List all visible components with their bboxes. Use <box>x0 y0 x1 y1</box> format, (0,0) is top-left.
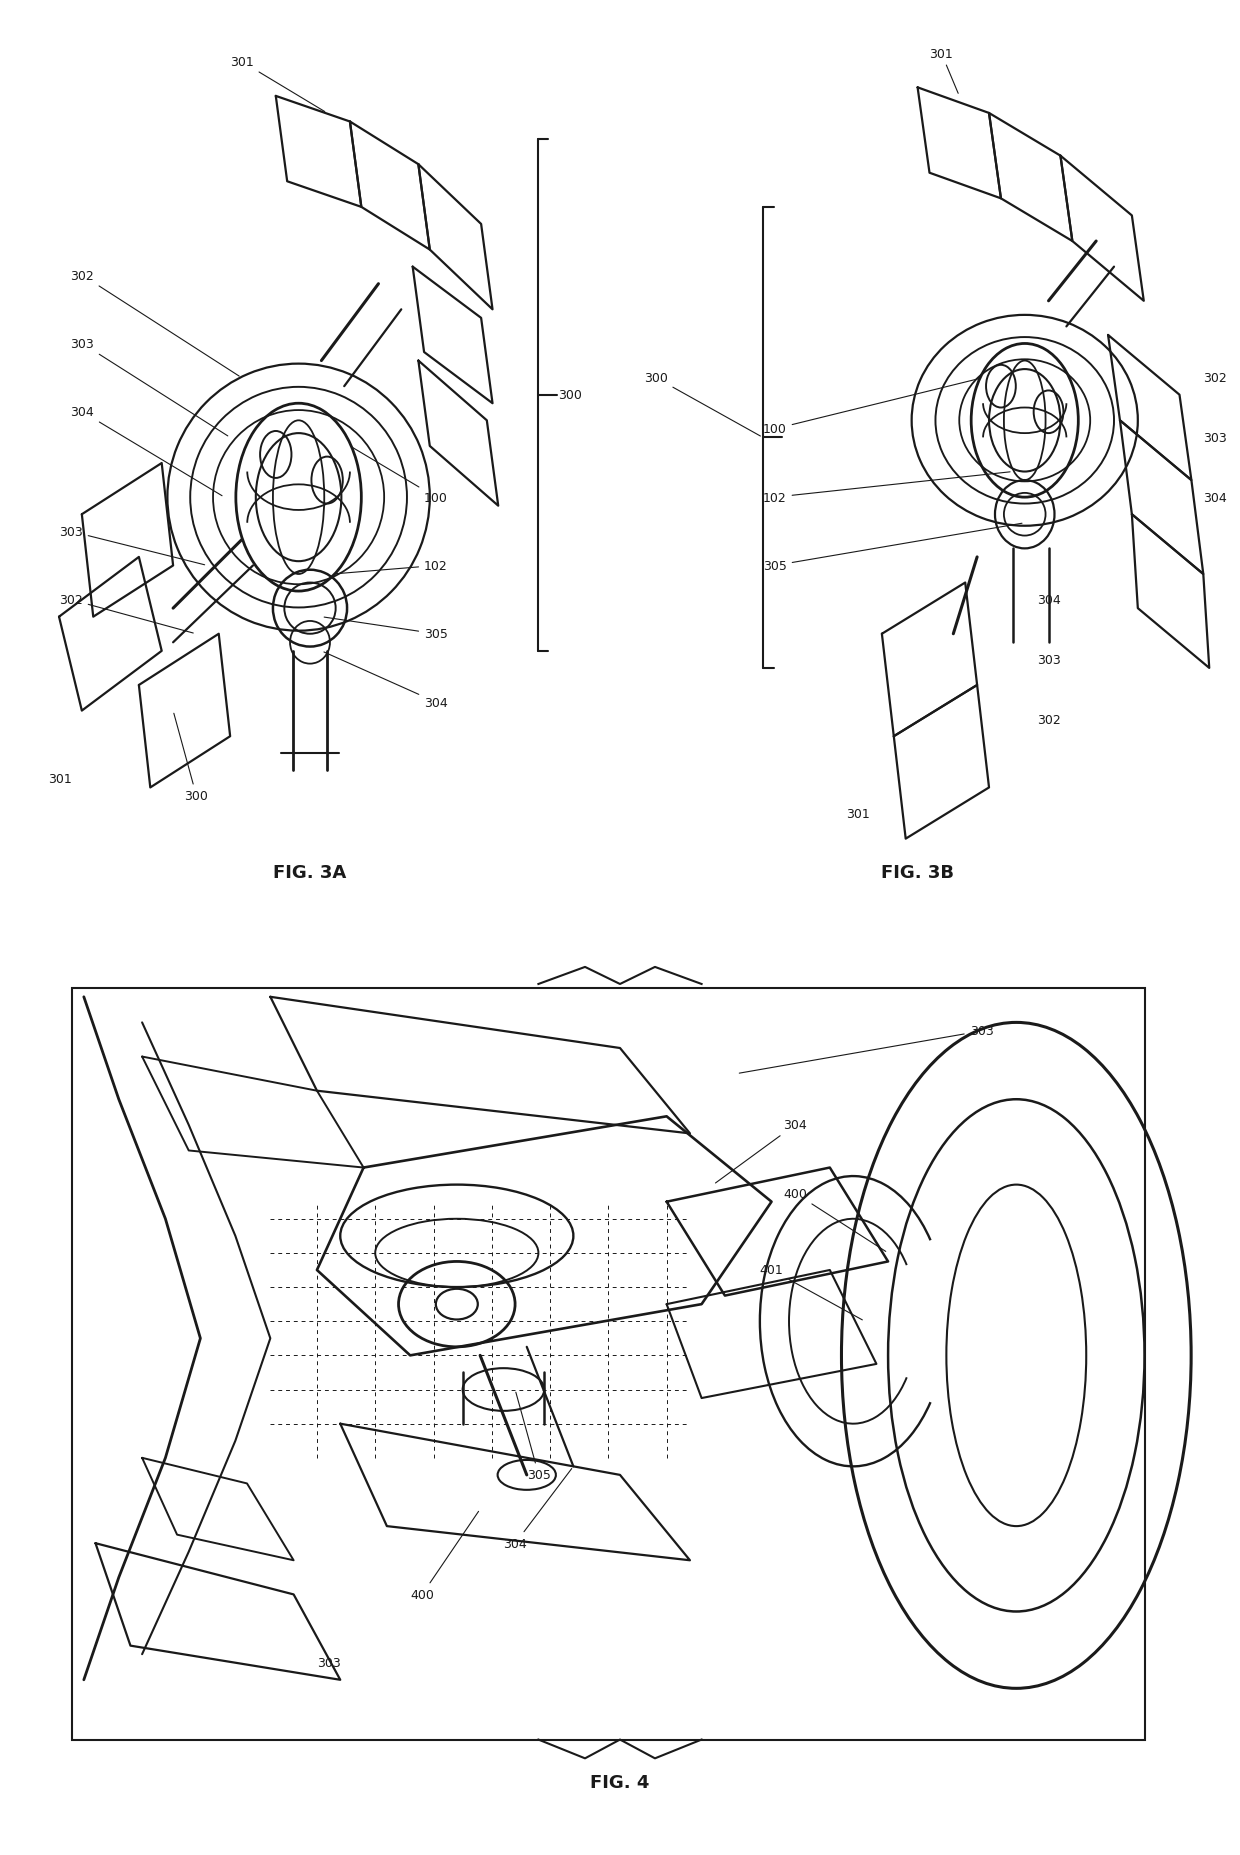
Text: 301: 301 <box>231 56 325 113</box>
Text: FIG. 4: FIG. 4 <box>590 1773 650 1790</box>
Text: 300: 300 <box>644 371 760 436</box>
Text: 303: 303 <box>1203 432 1228 445</box>
Text: 305: 305 <box>763 523 1022 573</box>
Bar <box>72 989 1145 1740</box>
Text: 305: 305 <box>516 1393 551 1482</box>
Text: 304: 304 <box>715 1119 807 1183</box>
Text: 302: 302 <box>71 269 239 377</box>
Text: 300: 300 <box>558 390 582 403</box>
Text: 401: 401 <box>760 1263 862 1321</box>
Text: 300: 300 <box>174 714 208 803</box>
Text: 301: 301 <box>930 48 959 95</box>
Text: 303: 303 <box>739 1024 993 1074</box>
Text: 400: 400 <box>410 1512 479 1601</box>
Text: 304: 304 <box>503 1469 572 1551</box>
Text: 304: 304 <box>1203 492 1228 505</box>
Text: 303: 303 <box>1037 653 1060 666</box>
Text: 302: 302 <box>60 594 193 634</box>
Text: 100: 100 <box>352 449 448 505</box>
Text: FIG. 3A: FIG. 3A <box>273 864 347 881</box>
Text: 303: 303 <box>60 525 205 566</box>
Text: 305: 305 <box>324 618 448 642</box>
Text: 304: 304 <box>1037 594 1060 607</box>
Text: 100: 100 <box>763 378 981 436</box>
Text: 303: 303 <box>71 338 228 436</box>
Circle shape <box>435 1289 477 1319</box>
Text: 303: 303 <box>317 1657 341 1670</box>
Text: 102: 102 <box>763 473 1011 505</box>
Text: FIG. 3B: FIG. 3B <box>882 864 954 881</box>
Text: 400: 400 <box>784 1187 885 1252</box>
Text: 102: 102 <box>336 560 448 575</box>
Text: 304: 304 <box>71 406 222 497</box>
Text: 301: 301 <box>846 807 870 820</box>
Text: 302: 302 <box>1037 712 1060 727</box>
Text: 302: 302 <box>1203 371 1228 386</box>
Text: 301: 301 <box>47 774 72 787</box>
Text: 304: 304 <box>324 653 448 709</box>
